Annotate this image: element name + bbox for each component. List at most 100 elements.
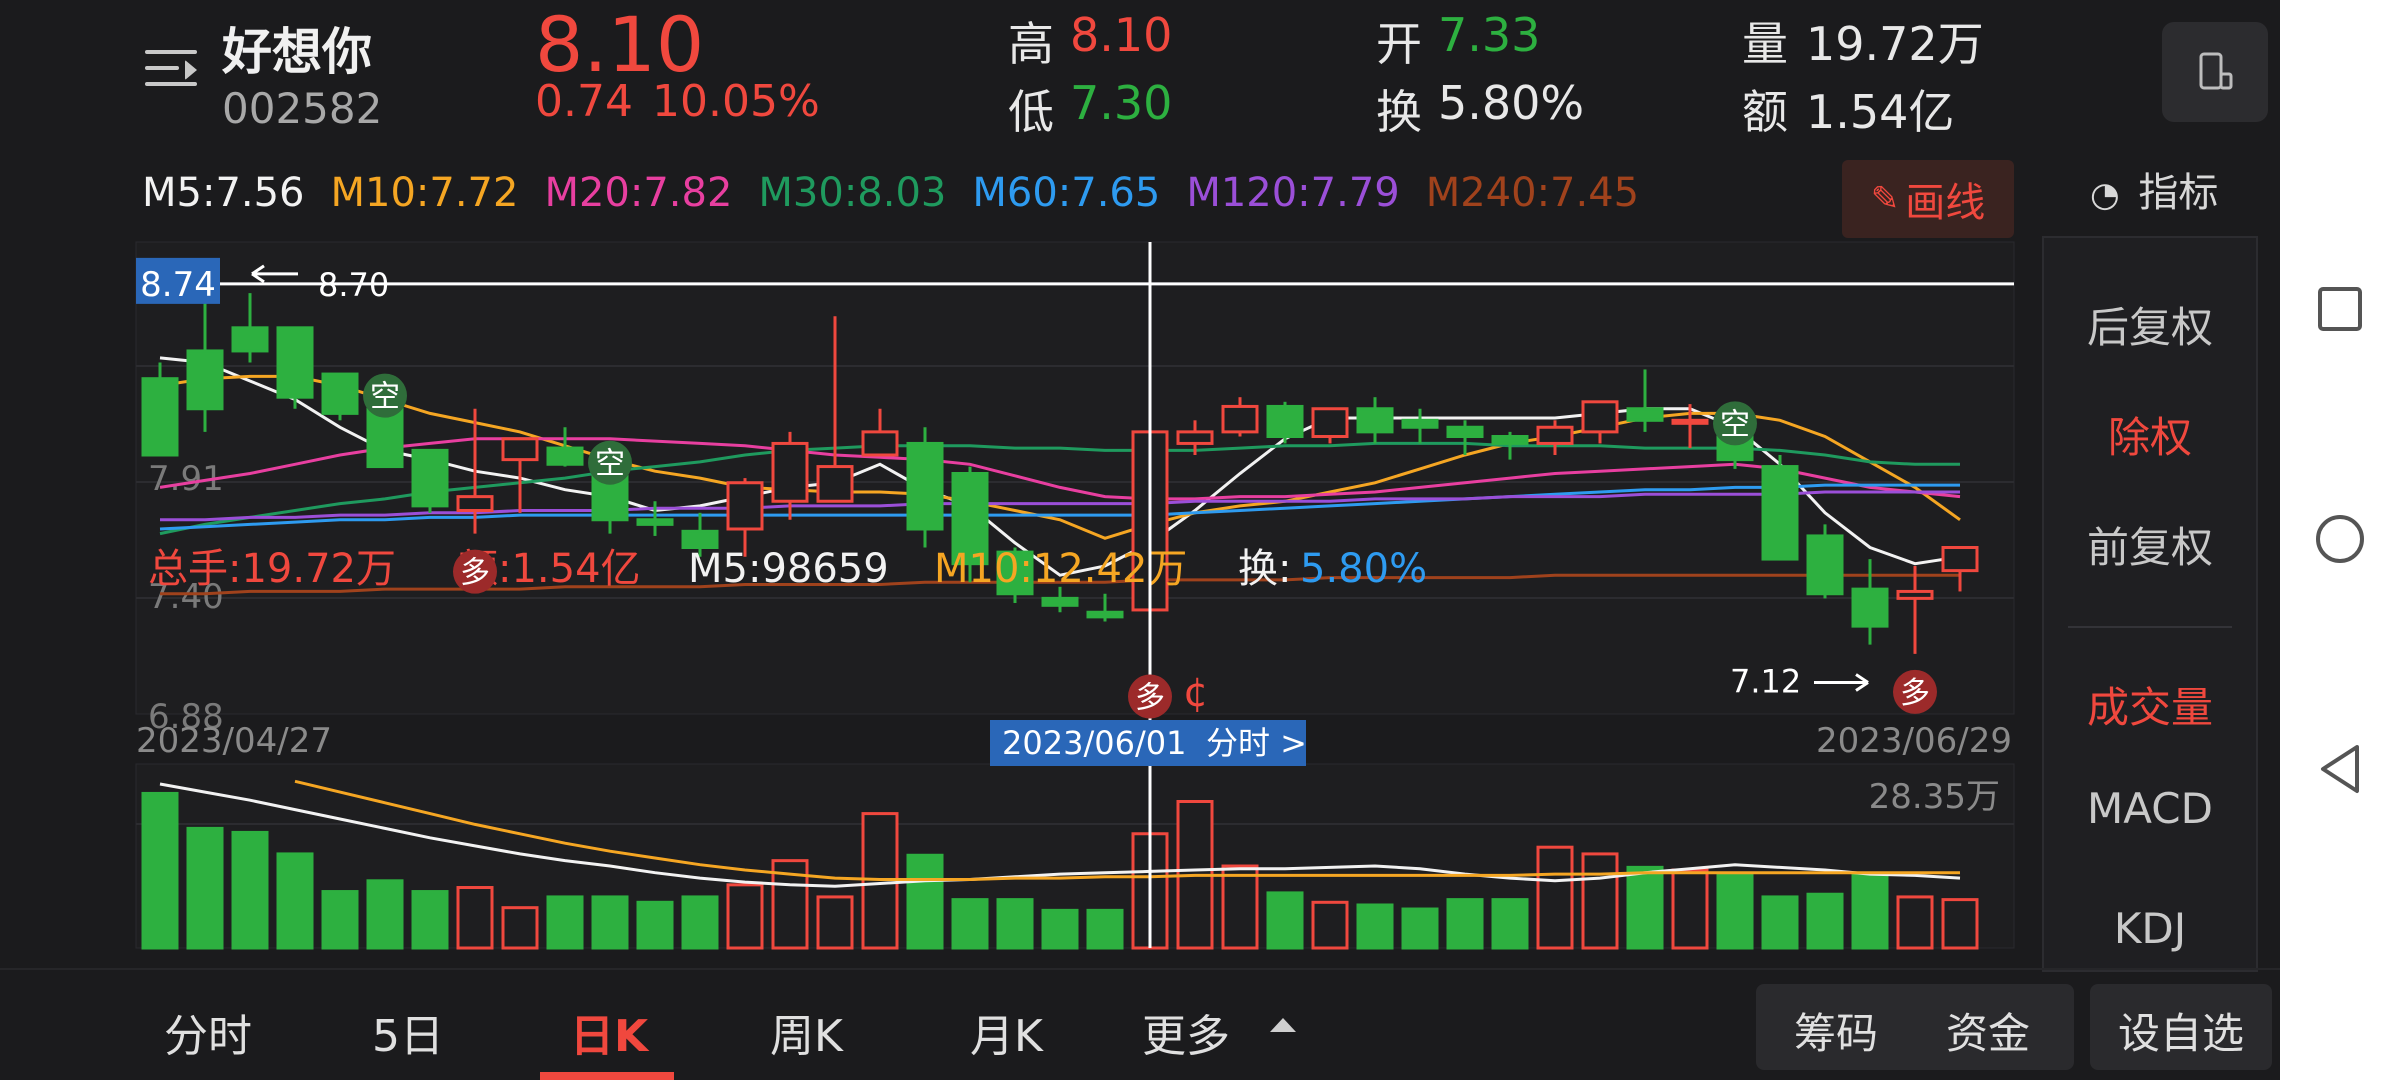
period-tab-bar [0, 968, 2280, 1080]
landscape-toggle-button[interactable] [2162, 22, 2268, 122]
candle[interactable] [456, 408, 494, 534]
volume-legend-item: M10:12.42万 [934, 546, 1187, 592]
candle[interactable] [1896, 566, 1934, 654]
volume-bar [906, 853, 944, 950]
candle-body [1311, 407, 1349, 438]
volume-bar [951, 898, 989, 950]
tab-4[interactable]: 月K [970, 1011, 1043, 1062]
candle[interactable] [1851, 559, 1889, 645]
active-tab-indicator [540, 1072, 674, 1080]
candle[interactable] [1671, 404, 1709, 449]
candle[interactable] [231, 293, 269, 363]
candle[interactable] [1401, 408, 1439, 444]
candle[interactable] [636, 501, 674, 536]
back-button[interactable] [2280, 714, 2400, 824]
candle-body [1941, 546, 1979, 573]
candle[interactable] [771, 431, 809, 520]
volume-bar [1356, 903, 1394, 950]
volume-bar [1401, 907, 1439, 950]
candle[interactable] [861, 408, 899, 457]
candle[interactable] [1581, 400, 1619, 444]
tab-5[interactable]: 更多 [1142, 1011, 1230, 1062]
signal-label: 多 [1900, 676, 1930, 711]
candle[interactable] [546, 427, 584, 467]
y-tick-label: 7.40 [148, 577, 224, 617]
menu-icon[interactable] [145, 50, 197, 90]
candle[interactable] [1266, 401, 1304, 444]
draw-line-button[interactable]: ✎ 画线 [1842, 160, 2014, 238]
candle[interactable] [1761, 455, 1799, 561]
candle[interactable] [1446, 420, 1484, 455]
recent-apps-icon [2318, 287, 2362, 331]
candle[interactable] [1536, 420, 1574, 455]
candle[interactable] [1491, 431, 1529, 460]
candle[interactable] [1086, 593, 1124, 622]
candle[interactable] [996, 547, 1034, 604]
volume-bar [1446, 898, 1484, 950]
candle-body [1896, 589, 1934, 600]
turnover-label: 换 [1376, 85, 1422, 139]
price-change-pct: 10.05% [652, 76, 820, 127]
home-button[interactable] [2280, 484, 2400, 594]
side-option[interactable]: 除权 [2107, 413, 2192, 462]
intraday-link[interactable]: 分时 > [1206, 724, 1307, 762]
candle[interactable] [411, 448, 449, 513]
candle[interactable] [141, 362, 179, 457]
volume-bar [996, 898, 1034, 950]
side-option[interactable]: 后复权 [2086, 303, 2213, 352]
short-signal-marker: 空 [588, 440, 632, 485]
candle[interactable] [276, 326, 314, 409]
volume-bar [1491, 898, 1529, 950]
side-option[interactable]: KDJ [2113, 904, 2187, 953]
volume-bar [1266, 891, 1304, 950]
candle[interactable] [1311, 407, 1349, 444]
side-option[interactable]: 前复权 [2086, 523, 2213, 572]
candle-body [726, 481, 764, 531]
price-pane [135, 241, 2015, 715]
candle[interactable] [906, 427, 944, 548]
candle[interactable] [1041, 586, 1079, 613]
tab-3[interactable]: 周K [770, 1011, 843, 1062]
candle-body [1086, 610, 1124, 619]
add-watchlist-label: 设自选 [2118, 1009, 2245, 1058]
side-option[interactable]: 成交量 [2086, 683, 2213, 732]
candle[interactable] [186, 293, 224, 432]
tab-2[interactable]: 日K [570, 1011, 649, 1062]
candle[interactable] [1356, 397, 1394, 444]
indicator-button[interactable]: ◔ 指标 [2090, 160, 2218, 218]
tab-0[interactable]: 分时 [164, 1011, 252, 1062]
candle-body [1851, 587, 1889, 628]
candle[interactable] [501, 437, 539, 513]
candle-body [186, 349, 224, 411]
volume-bar [1536, 845, 1574, 950]
candle[interactable] [1806, 524, 1844, 599]
crosshair-date-badge[interactable] [990, 720, 1306, 766]
candle[interactable] [681, 512, 719, 557]
candle[interactable] [1176, 420, 1214, 455]
candle[interactable] [321, 372, 359, 421]
ma-legend-item: M5:7.56 [142, 170, 305, 216]
tab-1[interactable]: 5日 [372, 1011, 444, 1062]
volume-bar [456, 886, 494, 950]
add-watchlist-button[interactable] [2090, 984, 2272, 1070]
funds-button[interactable]: 资金 [1946, 1009, 2031, 1058]
candle[interactable] [726, 478, 764, 557]
candle-body [816, 465, 854, 503]
signal-badge [588, 440, 632, 485]
candle[interactable] [951, 466, 989, 583]
ma-line-m30 [159, 441, 1960, 536]
candle[interactable] [1626, 369, 1664, 432]
side-option[interactable]: MACD [2087, 784, 2213, 833]
volume-bar [411, 890, 449, 950]
high-arrow-icon [251, 264, 298, 284]
signal-label: 多 [1135, 681, 1165, 716]
candle[interactable] [1941, 546, 1979, 592]
recent-apps-button[interactable] [2280, 254, 2400, 364]
chips-button[interactable]: 筹码 [1794, 1009, 1879, 1058]
long-signal-marker: 多 [453, 549, 497, 594]
candle[interactable] [816, 316, 854, 503]
ma-legend-item: M240:7.45 [1425, 170, 1640, 216]
candle-body [276, 326, 314, 399]
candle[interactable] [1221, 397, 1259, 437]
